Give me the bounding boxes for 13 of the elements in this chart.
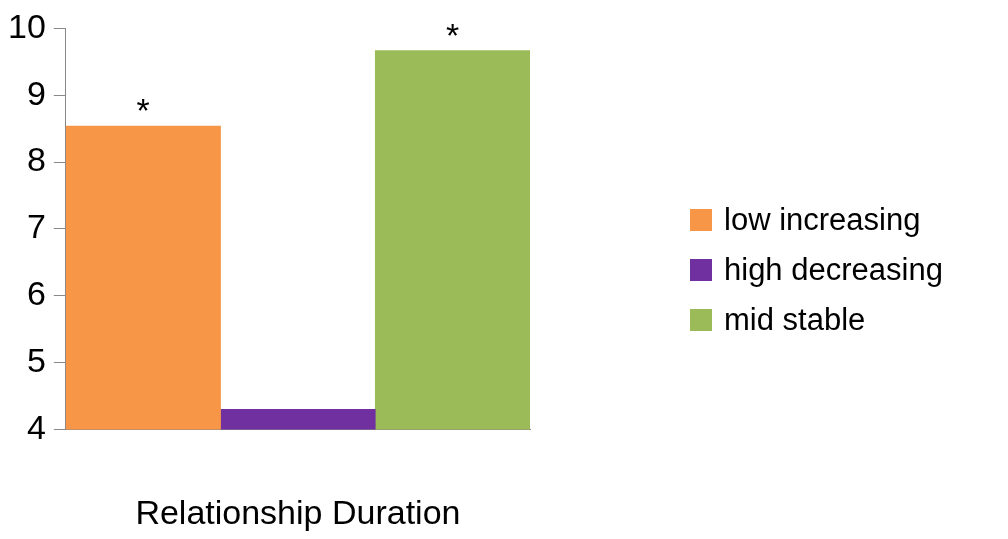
y-tick-label: 7 [26,207,46,246]
legend-label: low increasing [724,201,921,238]
annotation: * [136,91,150,130]
x-axis-title: Relationship Duration [135,492,461,531]
y-tick-label: 4 [26,407,46,446]
y-tick-label: 6 [26,274,46,313]
annotation: * [446,15,460,54]
y-tick-label: 10 [7,6,46,45]
legend-label: high decreasing [724,251,943,288]
y-tick-label: 9 [26,73,46,112]
y-tick-label: 8 [26,140,46,179]
legend-label: mid stable [724,301,866,338]
y-tick-label: 5 [26,340,46,379]
